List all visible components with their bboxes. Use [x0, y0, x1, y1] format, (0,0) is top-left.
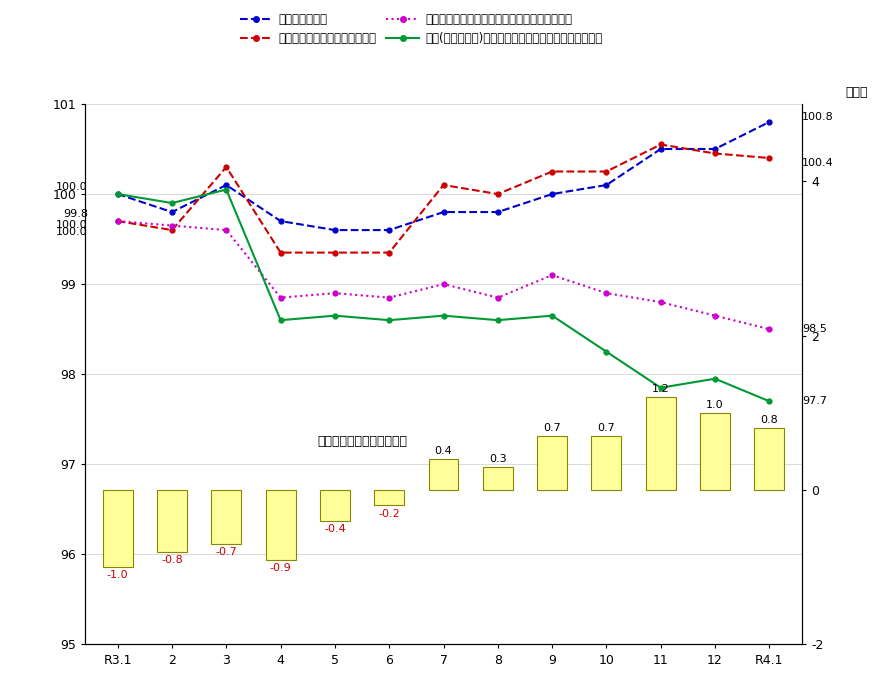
Text: 1.2: 1.2: [652, 385, 669, 394]
Text: -0.7: -0.7: [215, 547, 237, 557]
Legend: 総合（左目盛）, 生鮮食品を除く総合（左目盛）, 生鮮食品及びエネルギーを除く総合（左目盛）, 食料(酒類を除く)及びエネルギーを除く総合（左目盛）: 総合（左目盛）, 生鮮食品を除く総合（左目盛）, 生鮮食品及びエネルギーを除く総…: [240, 13, 602, 45]
Text: 0.3: 0.3: [489, 454, 506, 464]
Text: -0.9: -0.9: [270, 563, 291, 572]
Text: -1.0: -1.0: [107, 570, 128, 580]
Bar: [266, 490, 296, 559]
Text: 98.5: 98.5: [802, 324, 827, 334]
Text: 97.7: 97.7: [802, 396, 827, 406]
Bar: [320, 490, 349, 521]
Text: -0.4: -0.4: [324, 524, 346, 534]
Text: 0.4: 0.4: [435, 446, 452, 456]
Bar: [483, 467, 513, 490]
Bar: [375, 490, 404, 505]
Text: 0.7: 0.7: [598, 423, 616, 433]
Bar: [428, 459, 459, 490]
Y-axis label: （％）: （％）: [845, 85, 867, 98]
Bar: [157, 490, 187, 552]
Bar: [700, 413, 730, 490]
Text: 1.0: 1.0: [706, 400, 724, 410]
Text: 100.4: 100.4: [802, 157, 833, 168]
Text: 100.0: 100.0: [56, 220, 88, 229]
Text: -0.8: -0.8: [161, 555, 183, 565]
Text: 総合前年同月比（右目盛）: 総合前年同月比（右目盛）: [317, 435, 407, 448]
Bar: [538, 436, 567, 490]
Text: 99.8: 99.8: [63, 209, 88, 219]
Text: 100.0: 100.0: [56, 182, 88, 192]
Bar: [211, 490, 241, 544]
Text: 100.8: 100.8: [802, 112, 833, 121]
Text: 100.0: 100.0: [56, 227, 88, 237]
Text: 0.7: 0.7: [543, 423, 561, 433]
Bar: [103, 490, 133, 568]
Text: 0.8: 0.8: [761, 415, 779, 426]
Text: -0.2: -0.2: [378, 509, 401, 518]
Bar: [646, 397, 676, 490]
Bar: [754, 428, 784, 490]
Bar: [591, 436, 621, 490]
